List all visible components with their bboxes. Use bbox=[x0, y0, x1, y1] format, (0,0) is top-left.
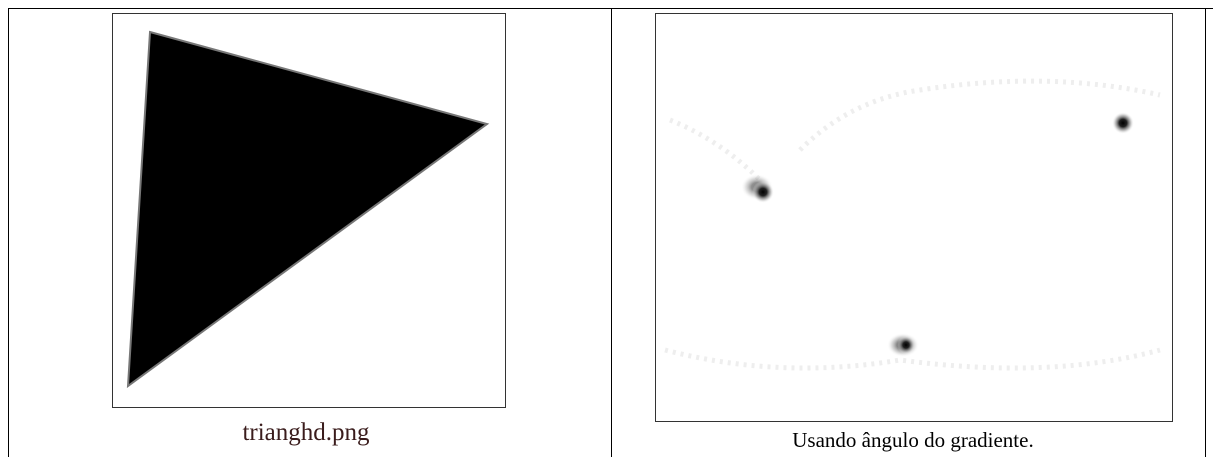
image-gradient bbox=[656, 14, 1173, 422]
page: trianghd.png Usando ângulo do gradiente.… bbox=[0, 0, 1213, 457]
image-triangle bbox=[113, 14, 506, 408]
caption: trianghd.png bbox=[242, 419, 370, 446]
caption: Usando ângulo do gradiente. bbox=[792, 428, 1033, 452]
document-table: trianghd.png Usando ângulo do gradiente. bbox=[0, 0, 1213, 457]
